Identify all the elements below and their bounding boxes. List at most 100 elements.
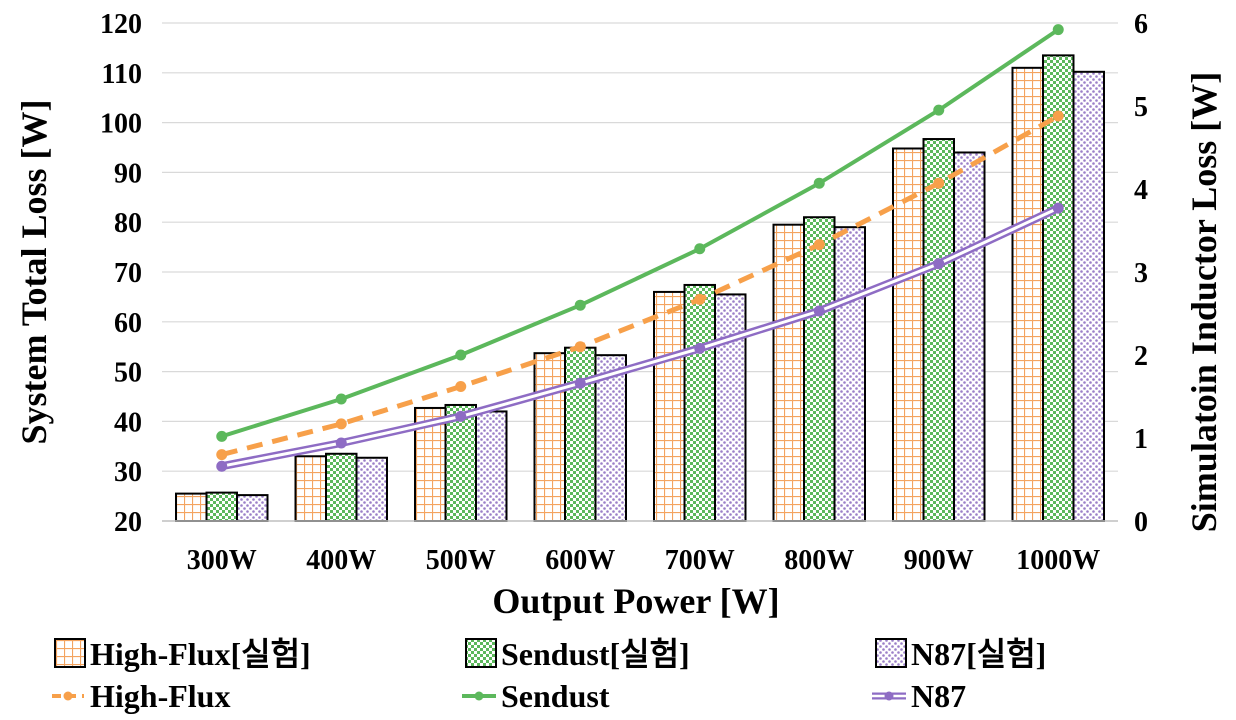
y2-tick-label: 5 [1134, 92, 1148, 123]
bar [1072, 70, 1105, 523]
series-point [335, 393, 347, 405]
legend-marker-n87-sim [884, 691, 894, 701]
legend-item-n87-exp: N87[실험] [875, 636, 1046, 672]
bar [772, 223, 805, 522]
bar [205, 491, 238, 523]
y-tick-label: 100 [100, 109, 142, 140]
x-tick-label: 500W [426, 545, 496, 576]
axes: 20 30 40 50 60 70 80 90 100 110 120 0 1 2 3 4 5 6 300W 400W… [100, 9, 1148, 576]
legend-item-sendust-sim: Sendust [462, 678, 610, 714]
series-point [455, 381, 467, 393]
bar [803, 216, 836, 522]
series-point [813, 305, 825, 317]
y2-tick-label: 1 [1134, 424, 1148, 455]
series-point [694, 342, 706, 354]
gridlines [162, 22, 1118, 472]
legend-label-n87-sim: N87 [911, 678, 966, 714]
legend-label-high-flux-sim: High-Flux [90, 678, 230, 714]
series-point [813, 177, 825, 189]
bar [833, 226, 866, 522]
y-tick-label: 20 [114, 507, 142, 538]
x-tick-label: 300W [187, 545, 257, 576]
series-point [574, 299, 586, 311]
bar [294, 455, 327, 523]
bar [355, 456, 388, 522]
y2-tick-label: 3 [1134, 258, 1148, 289]
y-tick-label: 40 [114, 407, 142, 438]
bar [953, 151, 986, 522]
series-point [574, 341, 586, 353]
series-point [216, 430, 228, 442]
x-axis-title: Output Power [W] [492, 581, 779, 621]
legend-label-high-flux-exp: High-Flux[실험] [90, 636, 311, 672]
series-point [813, 239, 825, 251]
bar [892, 147, 925, 522]
series-point [1052, 202, 1064, 214]
bar [533, 352, 566, 523]
legend-swatch-high-flux-exp [54, 638, 86, 668]
bar [594, 354, 627, 522]
legend-marker-high-flux-sim [63, 691, 73, 701]
bar [325, 452, 358, 522]
x-tick-label: 400W [306, 545, 376, 576]
legend: High-Flux[실험] Sendust[실험] N87[실험] High-F… [52, 636, 1046, 714]
x-tick-label: 800W [784, 545, 854, 576]
series-point [1052, 110, 1064, 122]
y-tick-label: 50 [114, 358, 142, 389]
y-tick-label: 120 [100, 9, 142, 40]
series-point [1052, 24, 1064, 36]
bar [714, 293, 747, 522]
y-tick-label: 80 [114, 208, 142, 239]
y-tick-label: 30 [114, 457, 142, 488]
legend-item-high-flux-exp: High-Flux[실험] [54, 636, 311, 672]
bar [922, 138, 955, 522]
series-point [694, 243, 706, 255]
series-point [933, 104, 945, 116]
legend-swatch-n87-exp [875, 638, 907, 668]
series-point [335, 437, 347, 449]
series-point [455, 349, 467, 361]
series-point [574, 377, 586, 389]
y-tick-label: 90 [114, 158, 142, 189]
y2-tick-label: 0 [1134, 507, 1148, 538]
series-line [221, 27, 1060, 439]
x-tick-label: 1000W [1016, 545, 1100, 576]
legend-label-sendust-sim: Sendust [501, 678, 610, 714]
series-point [216, 449, 228, 461]
series-point [335, 418, 347, 430]
bar [564, 346, 597, 523]
legend-item-sendust-exp: Sendust[실험] [465, 636, 690, 672]
y-tick-label: 70 [114, 258, 142, 289]
series-point [216, 460, 228, 472]
x-tick-label: 700W [665, 545, 735, 576]
legend-item-n87-sim: N87 [872, 678, 966, 714]
series-point [933, 177, 945, 189]
legend-swatch-sendust-exp [465, 638, 497, 668]
y-tick-label: 60 [114, 308, 142, 339]
bar [1042, 54, 1075, 523]
series-point [455, 410, 467, 422]
series-line [221, 113, 1060, 458]
series-point [694, 293, 706, 305]
lines [216, 24, 1064, 472]
bar [475, 410, 508, 522]
bar [175, 492, 208, 522]
series-point [933, 258, 945, 270]
y2-axis-title: Simulatoin Inductor Loss [W] [1184, 72, 1224, 532]
y-tick-label: 110 [102, 59, 142, 90]
legend-label-n87-exp: N87[실험] [911, 636, 1046, 672]
y2-tick-label: 6 [1134, 9, 1148, 40]
x-tick-label: 900W [904, 545, 974, 576]
legend-label-sendust-exp: Sendust[실험] [501, 636, 690, 672]
x-tick-label: 600W [545, 545, 615, 576]
y-axis-title: System Total Loss [W] [14, 99, 54, 444]
series-line-core [221, 206, 1059, 468]
y2-tick-label: 4 [1134, 175, 1148, 206]
bar [683, 283, 716, 522]
bar [236, 494, 269, 523]
y2-tick-label: 2 [1134, 341, 1148, 372]
bar [653, 290, 686, 523]
legend-item-high-flux-sim: High-Flux [52, 678, 230, 714]
legend-marker-sendust-sim [474, 691, 484, 701]
